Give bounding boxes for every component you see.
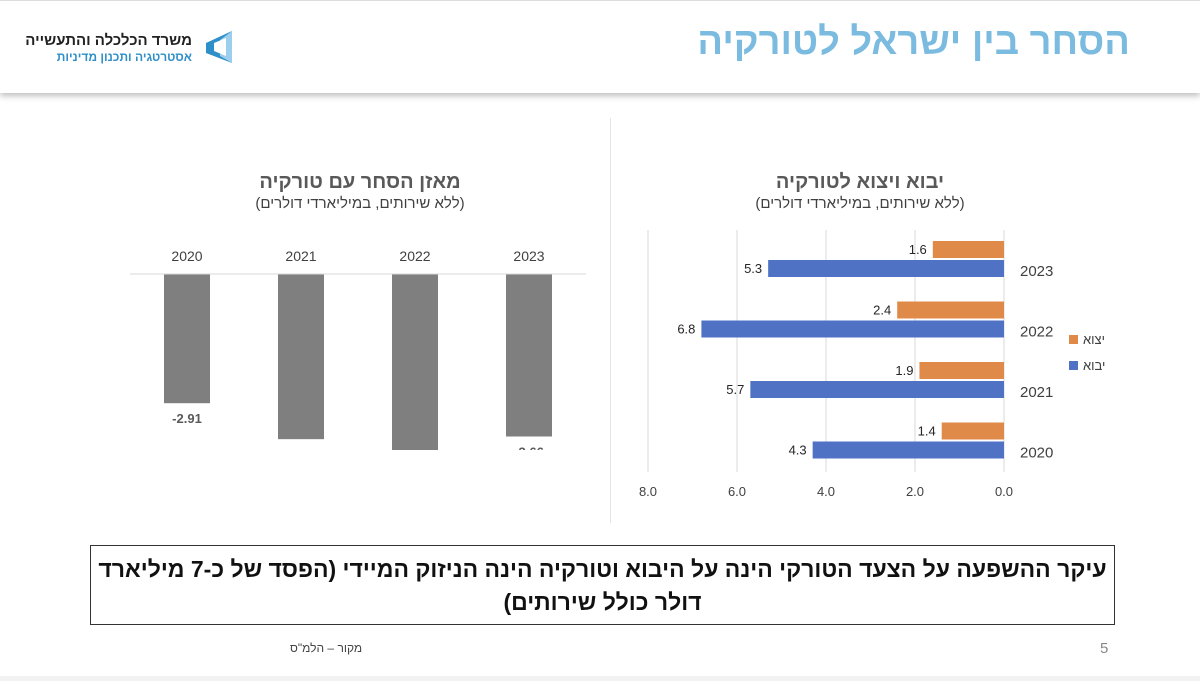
ministry-emblem-icon — [206, 31, 232, 63]
trade-import-bar-2023 — [768, 260, 1004, 277]
balance-chart-title: מאזן הסחר עם טורקיה — [259, 171, 461, 193]
trade-import-value-2023: 5.3 — [744, 261, 762, 276]
balance-bar-2021 — [278, 274, 324, 440]
trade-export-value-2022: 2.4 — [873, 303, 891, 318]
ministry-logo: משרד הכלכלה והתעשייה אסטרטגיה ותכנון מדי… — [25, 29, 236, 69]
trade-x-tick-2.0: 2.0 — [906, 484, 924, 499]
trade-import-value-2020: 4.3 — [789, 443, 807, 458]
legend-label-export: יצוא — [1083, 332, 1105, 347]
balance-year-label-2020: 2020 — [171, 248, 202, 264]
balance-value-label-2023: -3.66 — [514, 445, 544, 450]
legend-swatch-import — [1069, 361, 1078, 370]
trade-export-value-2021: 1.9 — [895, 363, 913, 378]
trade-import-bar-2021 — [750, 381, 1004, 398]
trade-legend: יצוא יבוא — [1069, 332, 1105, 373]
trade-chart-subtitle: (ללא שירותים, במיליארדי דולרים) — [755, 195, 965, 212]
trade-x-tick-8.0: 8.0 — [639, 484, 657, 499]
footer-line — [0, 676, 1200, 681]
trade-x-tick-0.0: 0.0 — [995, 484, 1013, 499]
trade-export-bar-2022 — [897, 301, 1004, 319]
trade-chart-title: יבוא ויצוא לטורקיה — [775, 171, 945, 193]
page-title: הסחר בין ישראל לטורקיה — [697, 21, 1130, 63]
balance-year-label-2021: 2021 — [285, 248, 316, 264]
balance-value-label-2020: -2.91 — [172, 411, 202, 426]
trade-import-value-2022: 6.8 — [677, 322, 695, 337]
trade-export-value-2020: 1.4 — [918, 424, 936, 439]
chart-divider — [610, 118, 611, 523]
source-note: מקור – הלמ"ס — [290, 641, 363, 655]
balance-bar-2023 — [506, 274, 552, 437]
trade-x-tick-6.0: 6.0 — [728, 484, 746, 499]
balance-year-label-2023: 2023 — [513, 248, 544, 264]
trade-year-label-2022: 2022 — [1020, 324, 1053, 341]
trade-import-bar-2020 — [812, 441, 1004, 459]
trade-x-tick-4.0: 4.0 — [817, 484, 835, 499]
balance-year-label-2022: 2022 — [399, 248, 430, 264]
balance-value-label-2021: -3.72 — [286, 447, 316, 450]
summary-box: עיקר ההשפעה על הצעד הטורקי הינה על היבוא… — [90, 545, 1115, 625]
import-export-chart: 8.0 6.0 4.0 2.0 0.0 1.6 5.3 2023 2.4 6.8 2022 1.9 5.… — [639, 230, 1105, 499]
logo-department-name: אסטרטגיה ותכנון מדיניות — [56, 50, 192, 64]
trade-export-bar-2021 — [919, 362, 1004, 379]
page-number: 5 — [1100, 640, 1109, 657]
trade-import-value-2021: 5.7 — [726, 382, 744, 397]
balance-chart-subtitle: (ללא שירותים, במיליארדי דולרים) — [255, 195, 465, 212]
trade-export-bar-2020 — [941, 422, 1004, 440]
balance-bar-2020 — [164, 274, 210, 404]
trade-year-label-2023: 2023 — [1020, 263, 1053, 280]
trade-year-label-2021: 2021 — [1020, 384, 1053, 401]
header-bar: הסחר בין ישראל לטורקיה משרד הכלכלה והתעש… — [0, 0, 1200, 93]
balance-bar-2022 — [392, 274, 438, 450]
trade-year-label-2020: 2020 — [1020, 445, 1053, 462]
trade-export-bar-2023 — [932, 241, 1004, 258]
trade-import-bar-2022 — [701, 320, 1004, 338]
legend-swatch-export — [1069, 335, 1078, 344]
logo-ministry-name: משרד הכלכלה והתעשייה — [25, 32, 192, 49]
trade-export-value-2023: 1.6 — [909, 242, 927, 257]
legend-label-import: יבוא — [1083, 358, 1105, 373]
